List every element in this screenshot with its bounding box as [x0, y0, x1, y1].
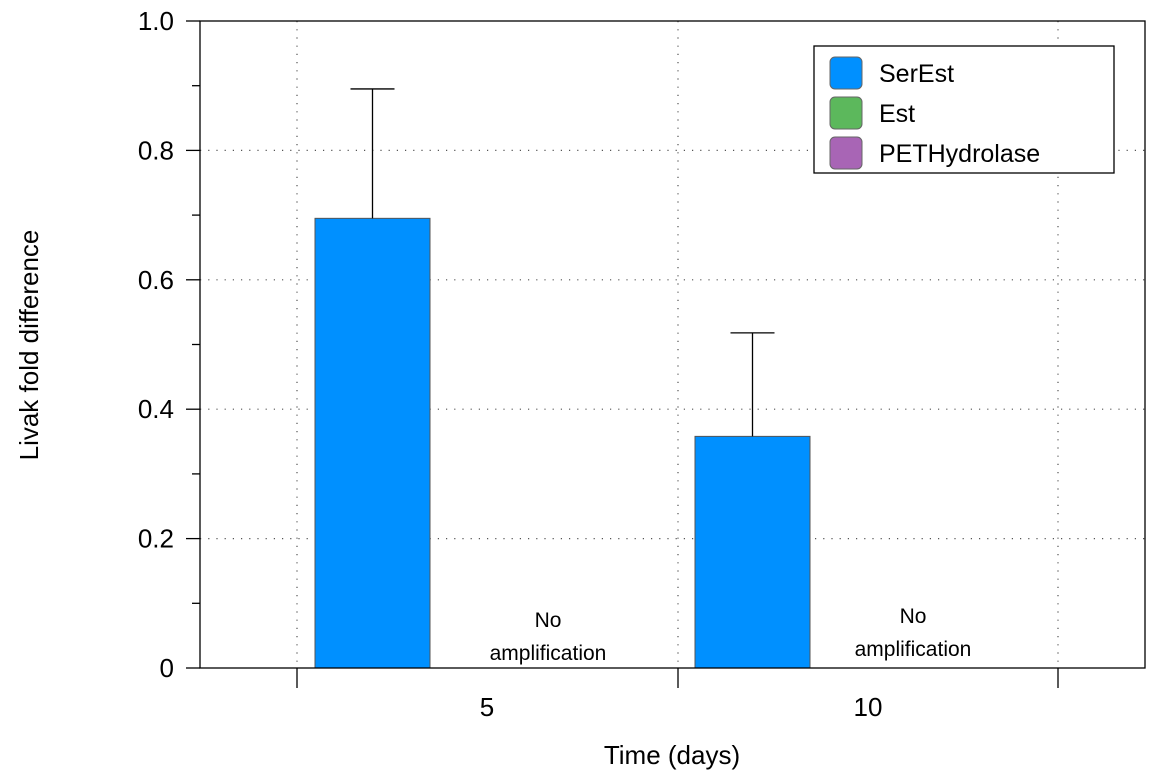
legend-swatch-est	[829, 96, 863, 130]
y-tick-label: 0.8	[138, 135, 174, 165]
error-bars	[350, 88, 775, 437]
y-tick-label: 1.0	[138, 6, 174, 36]
legend-label-est: Est	[879, 100, 915, 128]
legend-label-serest: SerEst	[879, 60, 954, 88]
y-axis: 0 0.2 0.4 0.6 0.8 1.0	[138, 6, 200, 683]
y-tick-label: 0	[160, 653, 174, 683]
bars	[314, 217, 811, 669]
legend-swatch-serest	[829, 56, 863, 90]
annotation-text: amplification	[490, 642, 607, 665]
x-tick-label: 5	[480, 692, 494, 722]
y-tick-label: 0.2	[138, 524, 174, 554]
x-tick-label: 10	[854, 692, 883, 722]
y-tick-label: 0.4	[138, 394, 174, 424]
bar-serest-5	[314, 217, 431, 669]
x-axis-label: Time (days)	[604, 740, 740, 770]
legend: SerEst Est PETHydrolase	[813, 45, 1115, 174]
annotation-text: No	[535, 609, 562, 632]
legend-label-pethydrolase: PETHydrolase	[879, 140, 1040, 168]
y-axis-label: Livak fold difference	[14, 230, 44, 461]
annotations: No amplification No amplification	[490, 605, 972, 665]
y-tick-label: 0.6	[138, 265, 174, 295]
bar-serest-10	[694, 435, 811, 669]
legend-swatch-pethydrolase	[829, 136, 863, 170]
legend-box	[813, 45, 1115, 174]
annotation-text: No	[900, 605, 927, 628]
annotation-text: amplification	[855, 638, 972, 661]
x-axis: 5 10	[296, 668, 1059, 722]
